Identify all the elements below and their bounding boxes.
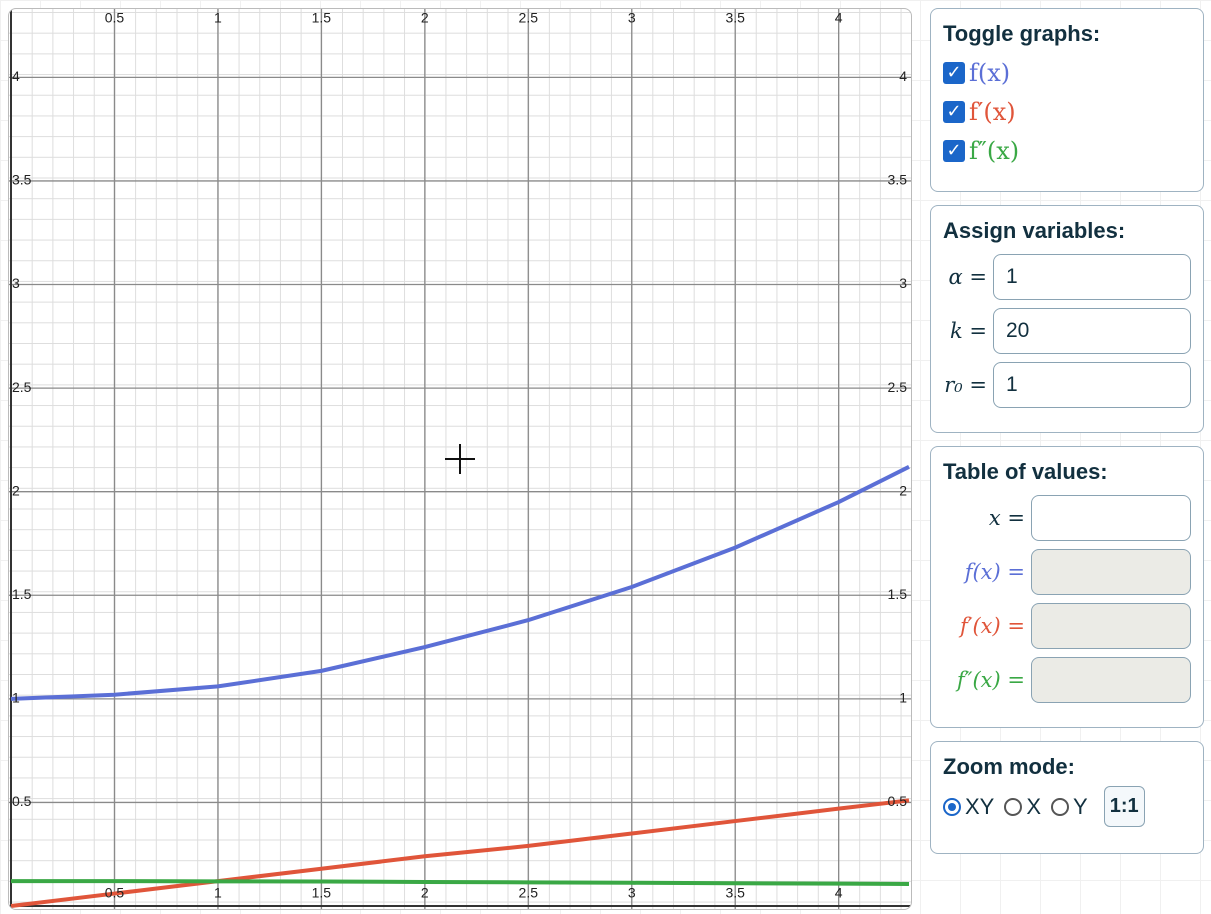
output-field <box>1031 549 1191 595</box>
y-tick-label: 4 <box>12 68 20 84</box>
toggle-row[interactable]: ✓ f′(x) <box>943 92 1191 131</box>
x-tick-label: 2.5 <box>519 885 539 901</box>
checkbox[interactable]: ✓ <box>943 61 965 84</box>
x-tick-label: 3.5 <box>725 10 745 26</box>
x-tick-label: 4 <box>835 10 843 26</box>
y-tick-label: 1 <box>12 690 20 706</box>
toggle-panel: Toggle graphs: ✓ f(x) ✓ f′(x) ✓ f″(x) <box>930 8 1204 192</box>
x-input[interactable] <box>1031 495 1191 541</box>
toggle-label: f″(x) <box>969 136 1020 165</box>
ratio-button[interactable]: 1:1 <box>1103 786 1145 827</box>
graph[interactable]: 0.5 0.5 1 1 1.5 1.5 2 2 2.5 2.5 3 3 3.5 3.5 4 4 0.5 0.5 1 1… <box>8 8 912 910</box>
table-label: f′(x) = <box>959 614 1025 638</box>
checkbox[interactable]: ✓ <box>943 139 965 162</box>
x-tick-label: 2 <box>421 885 429 901</box>
radio-label: Y <box>1073 793 1088 819</box>
x-tick-label: 1 <box>214 10 222 26</box>
x-tick-label: 4 <box>835 885 843 901</box>
output-field <box>1031 657 1191 703</box>
radio-label: XY <box>965 793 995 819</box>
y-tick-label: 2 <box>12 482 20 498</box>
x-tick-label: 1.5 <box>312 10 332 26</box>
variable-label: k = <box>950 319 987 343</box>
x-tick-label: 3.5 <box>725 885 745 901</box>
x-tick-label: 3 <box>628 10 636 26</box>
toggle-label: f′(x) <box>969 97 1016 126</box>
toggle-label: f(x) <box>969 58 1011 87</box>
toggle-row[interactable]: ✓ f″(x) <box>943 131 1191 170</box>
x-tick-label: 3 <box>628 885 636 901</box>
panel-title: Table of values: <box>943 459 1108 484</box>
zoom-panel: Zoom mode: XY X Y 1:1 <box>930 741 1204 854</box>
variable-input[interactable]: 20 <box>993 308 1191 354</box>
x-tick-label: 1.5 <box>312 885 332 901</box>
variable-row: r₀ = 1 <box>943 358 1191 412</box>
y-tick-label: 3 <box>899 275 907 291</box>
y-tick-label: 1.5 <box>12 586 32 602</box>
table-row: f′(x) = <box>943 599 1191 653</box>
zoom-options: XY X Y 1:1 <box>943 786 1191 827</box>
x-tick-label: 0.5 <box>105 885 125 901</box>
toggle-list: ✓ f(x) ✓ f′(x) ✓ f″(x) <box>943 53 1191 170</box>
panel-title: Toggle graphs: <box>943 21 1101 46</box>
x-tick-label: 0.5 <box>105 10 125 26</box>
table-row: f(x) = <box>943 545 1191 599</box>
radio-label: X <box>1026 793 1042 819</box>
y-tick-label: 3 <box>12 275 20 291</box>
y-tick-label: 4 <box>899 68 907 84</box>
y-tick-label: 1 <box>899 690 907 706</box>
curve <box>10 465 910 701</box>
variable-label: α = <box>948 265 987 289</box>
table-label: f(x) = <box>964 560 1025 584</box>
x-tick-label: 2.5 <box>519 10 539 26</box>
y-tick-label: 3.5 <box>888 172 908 188</box>
y-tick-label: 0.5 <box>888 793 908 809</box>
table-label: f″(x) = <box>956 668 1025 692</box>
table-label: x = <box>988 506 1025 530</box>
cursor <box>445 444 475 474</box>
table-row: x = <box>943 491 1191 545</box>
variable-row: k = 20 <box>943 304 1191 358</box>
y-tick-label: 2.5 <box>888 379 908 395</box>
curve <box>11 879 910 887</box>
variable-input[interactable]: 1 <box>993 362 1191 408</box>
y-tick-label: 2.5 <box>12 379 32 395</box>
radio[interactable] <box>943 797 961 816</box>
graph-svg: 0.5 0.5 1 1 1.5 1.5 2 2 2.5 2.5 3 3 3.5 3.5 4 4 0.5 0.5 1 1… <box>9 9 911 909</box>
variable-input[interactable]: 1 <box>993 254 1191 300</box>
y-tick-label: 3.5 <box>12 172 32 188</box>
y-tick-label: 0.5 <box>12 793 32 809</box>
variable-label: r₀ = <box>944 373 987 397</box>
panel-title: Zoom mode: <box>943 754 1075 779</box>
panel-title: Assign variables: <box>943 218 1126 243</box>
variable-row: α = 1 <box>943 250 1191 304</box>
y-tick-label: 1.5 <box>888 586 908 602</box>
table-panel: Table of values: x = f(x) = f′(x) = f″(x… <box>930 446 1204 728</box>
y-tick-label: 2 <box>899 482 907 498</box>
x-tick-label: 1 <box>214 885 222 901</box>
radio[interactable] <box>1004 797 1023 816</box>
curve <box>10 798 910 908</box>
variables-panel: Assign variables: α = 1 k = 20 r₀ = 1 <box>930 205 1204 433</box>
checkbox[interactable]: ✓ <box>943 100 965 123</box>
table-row: f″(x) = <box>943 653 1191 707</box>
radio[interactable] <box>1051 797 1070 816</box>
output-field <box>1031 603 1191 649</box>
toggle-row[interactable]: ✓ f(x) <box>943 53 1191 92</box>
x-tick-label: 2 <box>421 10 429 26</box>
